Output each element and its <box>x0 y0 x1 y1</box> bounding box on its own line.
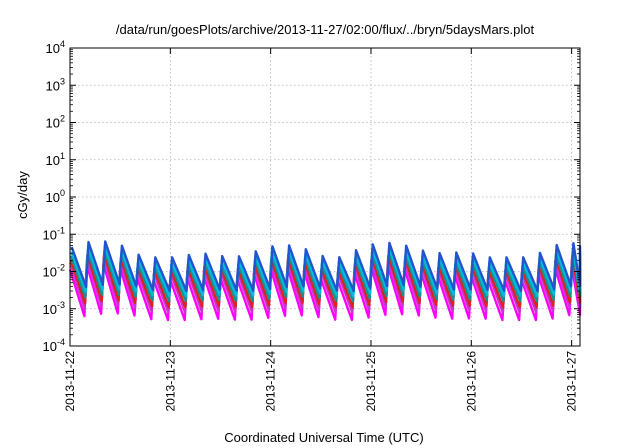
x-tick-label: 2013-11-26 <box>464 351 478 412</box>
y-tick-exponent: 2 <box>60 114 65 124</box>
y-tick-label: 10-2 <box>43 263 65 280</box>
x-tick-label: 2013-11-23 <box>163 351 177 412</box>
x-tick-label: 2013-11-27 <box>565 351 579 412</box>
y-tick-label: 10-1 <box>43 225 65 242</box>
x-tick-label: 2013-11-25 <box>364 351 378 412</box>
y-tick-label: 10-4 <box>43 337 65 354</box>
y-tick-exponent: 3 <box>60 76 65 86</box>
y-tick-label: 102 <box>46 114 65 131</box>
plot-frame <box>69 47 581 347</box>
y-tick-exponent: 0 <box>60 188 65 198</box>
chart-title: /data/run/goesPlots/archive/2013-11-27/0… <box>116 22 535 37</box>
axes: 10-410-310-210-11001011021031042013-11-2… <box>43 39 581 412</box>
y-tick-exponent: 4 <box>60 39 65 49</box>
x-tick-label: 2013-11-22 <box>63 351 77 412</box>
y-tick-exponent: 1 <box>60 151 65 161</box>
y-tick-label: 101 <box>46 151 65 168</box>
y-axis-label: cGy/day <box>15 171 30 219</box>
y-tick-label: 103 <box>46 76 65 93</box>
y-tick-exponent: -3 <box>57 300 65 310</box>
y-tick-label: 10-3 <box>43 300 65 317</box>
y-tick-label: 100 <box>46 188 65 205</box>
series-line <box>70 240 582 293</box>
y-tick-exponent: -4 <box>57 337 65 347</box>
x-tick-label: 2013-11-24 <box>264 351 278 412</box>
x-axis-label: Coordinated Universal Time (UTC) <box>224 430 423 445</box>
y-tick-exponent: -1 <box>57 225 65 235</box>
y-tick-label: 104 <box>46 39 65 56</box>
series-lines <box>68 240 582 322</box>
y-tick-exponent: -2 <box>57 263 65 273</box>
